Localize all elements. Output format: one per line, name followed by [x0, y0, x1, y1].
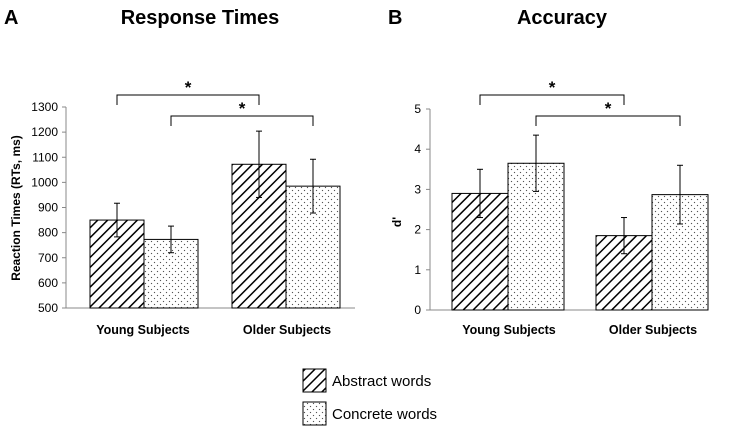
chart-a-significance-bracket: [170, 115, 314, 126]
chart-b-category-label: Older Subjects: [609, 323, 697, 337]
chart-a-category-label: Young Subjects: [96, 323, 190, 337]
chart-b-category-label: Young Subjects: [462, 323, 556, 337]
chart-a-y-tick-label: 1100: [32, 150, 58, 164]
chart-b-y-tick-label: 1: [414, 263, 421, 277]
chart-b-y-tick-label: 4: [414, 142, 421, 156]
chart-a-y-axis-label: Reaction Times (RTs, ms): [9, 135, 23, 281]
chart-a-y-tick-label: 500: [38, 301, 58, 315]
chart-b-y-tick-label: 5: [414, 102, 421, 116]
chart-b-y-tick-label: 0: [414, 303, 421, 317]
legend-label-concrete: Concrete words: [332, 406, 437, 423]
chart-b-significance-bracket: [535, 115, 681, 126]
chart-a-y-tick-label: 600: [38, 276, 58, 290]
panel-letter-b: B: [388, 7, 402, 29]
chart-a-bar-concrete-older: [285, 185, 341, 309]
chart-a-y-tick-label: 800: [38, 226, 58, 240]
chart-a-y-tick-label: 1300: [31, 100, 58, 114]
panel-letter-a: A: [4, 7, 18, 29]
chart-a-y-tick-label: 1000: [31, 175, 58, 189]
chart-a-y-tick-label: 1200: [31, 125, 58, 139]
chart-b-significance-bracket: [479, 94, 625, 105]
chart-a-plot: 500 600 700 800 900 1000 1100 1200 1300 Young Sub…: [31, 78, 355, 337]
chart-a-y-tick-label: 900: [38, 201, 58, 215]
legend-swatch-concrete: [302, 401, 327, 426]
chart-b-title: Accuracy: [517, 7, 608, 29]
chart-b-y-tick-label: 3: [414, 182, 421, 196]
chart-a-significance-star: *: [239, 99, 246, 118]
chart-a-y-tick-label: 700: [38, 251, 58, 265]
chart-b-significance-star: *: [605, 99, 612, 118]
chart-a-significance-star: *: [185, 78, 192, 97]
legend-label-abstract: Abstract words: [332, 373, 431, 390]
chart-b-y-tick-label: 2: [414, 223, 421, 237]
legend-swatch-abstract: [302, 368, 327, 393]
legend: Abstract words Concrete words: [302, 368, 437, 426]
chart-a-significance-bracket: [116, 94, 260, 105]
chart-b-plot: 0 1 2 3 4 5 Young Subjects Older Subjects * *: [414, 78, 709, 337]
chart-b-significance-star: *: [549, 78, 556, 97]
chart-a-title: Response Times: [121, 7, 280, 29]
chart-a-category-label: Older Subjects: [243, 323, 331, 337]
chart-b-y-axis-label: d': [390, 217, 404, 227]
